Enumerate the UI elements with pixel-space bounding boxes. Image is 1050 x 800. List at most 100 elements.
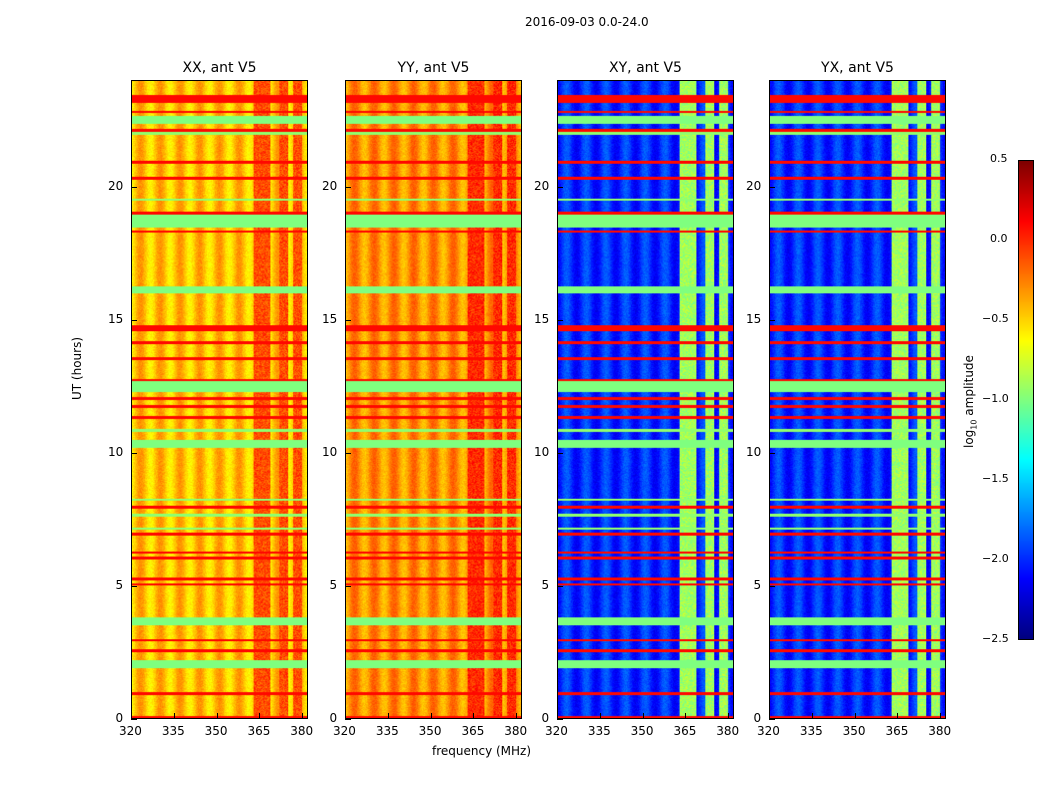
y-tick-mark [345, 452, 351, 454]
x-tick-mark [302, 713, 304, 719]
heatmap-panel-4 [769, 80, 946, 719]
x-tick-label: 380 [504, 724, 528, 738]
y-tick-label: 10 [322, 444, 338, 459]
x-tick-mark [387, 713, 389, 719]
y-tick-mark [769, 585, 775, 587]
x-tick-mark [131, 713, 132, 719]
x-tick-mark [516, 713, 518, 719]
y-tick-mark [557, 719, 563, 720]
x-tick-mark [728, 713, 730, 719]
y-tick-label: 15 [322, 311, 338, 326]
y-tick-mark [557, 186, 563, 188]
y-tick-label: 20 [746, 178, 762, 193]
x-tick-mark [473, 713, 475, 719]
panel-title: XX, ant V5 [182, 60, 257, 76]
y-tick-mark [345, 719, 351, 720]
y-axis-label: UT (hours) [70, 336, 84, 400]
x-tick-mark [769, 713, 770, 719]
y-tick-mark [769, 319, 775, 321]
x-tick-label: 335 [375, 724, 399, 738]
x-tick-mark [430, 713, 432, 719]
colorbar-tick-label: 0.5 [990, 152, 1008, 165]
x-tick-label: 365 [247, 724, 271, 738]
y-tick-label: 20 [534, 178, 550, 193]
colorbar [1018, 160, 1034, 640]
y-tick-mark [131, 186, 137, 188]
x-tick-mark [811, 713, 813, 719]
x-tick-label: 365 [461, 724, 485, 738]
y-tick-label: 0 [115, 711, 124, 725]
heatmap-image [558, 81, 733, 718]
colorbar-tick-label: −0.5 [982, 312, 1009, 325]
x-tick-label: 365 [673, 724, 697, 738]
x-tick-label: 380 [290, 724, 314, 738]
y-tick-label: 5 [753, 577, 762, 592]
panel-title: YY, ant V5 [397, 60, 470, 76]
colorbar-gradient [1019, 161, 1033, 639]
x-tick-mark [557, 713, 558, 719]
x-axis-label: frequency (MHz) [432, 744, 532, 758]
x-tick-label: 350 [418, 724, 442, 738]
x-tick-mark [216, 713, 218, 719]
y-tick-label: 15 [534, 311, 550, 326]
y-tick-label: 0 [329, 711, 338, 725]
y-tick-mark [769, 186, 775, 188]
y-tick-label: 10 [108, 444, 124, 459]
y-tick-mark [131, 585, 137, 587]
colorbar-tick-label: −1.5 [982, 472, 1009, 485]
heatmap-panel-2 [345, 80, 522, 719]
x-tick-mark [897, 713, 899, 719]
x-tick-label: 320 [119, 724, 142, 738]
colorbar-tick-label: −1.0 [982, 392, 1009, 405]
y-tick-mark [557, 452, 563, 454]
heatmap-image [132, 81, 307, 718]
x-tick-label: 350 [630, 724, 654, 738]
panel-title: YX, ant V5 [821, 60, 894, 76]
y-tick-label: 5 [329, 577, 338, 592]
x-tick-label: 320 [545, 724, 568, 738]
heatmap-panel-1 [131, 80, 308, 719]
x-tick-mark [642, 713, 644, 719]
y-tick-label: 5 [115, 577, 124, 592]
y-tick-label: 20 [322, 178, 338, 193]
panel-title: XY, ant V5 [609, 60, 682, 76]
x-tick-mark [685, 713, 687, 719]
y-tick-label: 20 [108, 178, 124, 193]
x-tick-mark [259, 713, 261, 719]
y-tick-mark [131, 319, 137, 321]
y-tick-label: 5 [541, 577, 550, 592]
x-tick-mark [599, 713, 601, 719]
x-tick-mark [345, 713, 346, 719]
y-tick-mark [345, 585, 351, 587]
y-tick-mark [769, 719, 775, 720]
colorbar-tick-label: −2.5 [982, 632, 1009, 645]
heatmap-image [346, 81, 521, 718]
x-tick-label: 335 [161, 724, 185, 738]
x-tick-mark [173, 713, 175, 719]
x-tick-label: 320 [333, 724, 356, 738]
y-tick-label: 15 [108, 311, 124, 326]
y-tick-mark [557, 319, 563, 321]
y-tick-label: 15 [746, 311, 762, 326]
y-tick-label: 10 [534, 444, 550, 459]
x-tick-label: 380 [928, 724, 952, 738]
y-tick-mark [131, 452, 137, 454]
x-tick-label: 335 [799, 724, 823, 738]
y-tick-mark [345, 319, 351, 321]
x-tick-label: 350 [204, 724, 228, 738]
x-tick-mark [854, 713, 856, 719]
y-tick-mark [131, 719, 137, 720]
x-tick-label: 380 [716, 724, 740, 738]
x-tick-label: 350 [842, 724, 866, 738]
y-tick-mark [769, 452, 775, 454]
y-tick-mark [557, 585, 563, 587]
y-tick-label: 10 [746, 444, 762, 459]
x-tick-label: 335 [587, 724, 611, 738]
colorbar-tick-label: 0.0 [990, 232, 1008, 245]
y-tick-label: 0 [753, 711, 762, 725]
suptitle: 2016-09-03 0.0-24.0 [525, 15, 649, 29]
colorbar-tick-label: −2.0 [982, 552, 1009, 565]
heatmap-image [770, 81, 945, 718]
heatmap-panel-3 [557, 80, 734, 719]
x-tick-label: 365 [885, 724, 909, 738]
